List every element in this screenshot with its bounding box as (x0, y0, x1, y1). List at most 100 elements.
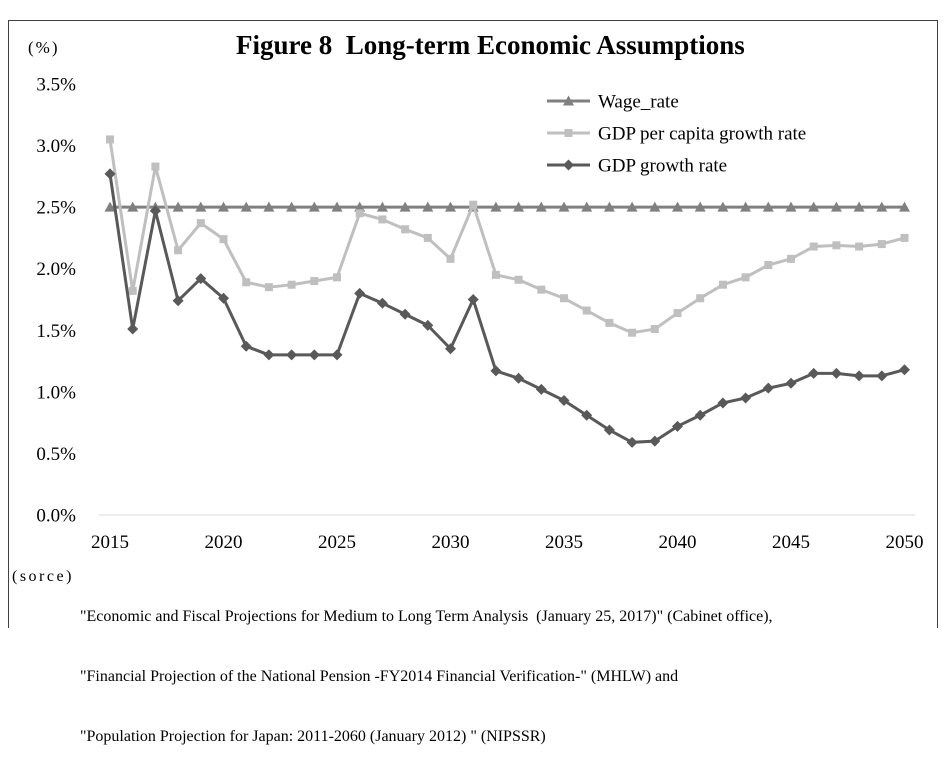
gdp-growth-rate-point (717, 397, 729, 409)
y-tick-label: 2.0% (36, 259, 76, 280)
gdp-per-capita-growth-rate-point (446, 254, 455, 263)
wage-rate-point (127, 201, 139, 212)
chart-plot: 0.0% 0.5% 1.0% 1.5% 2.0% 2.5% 3.0% 3.5% 2015 2020… (36, 75, 924, 554)
gdp-per-capita-growth-rate-point (219, 235, 228, 244)
gdp-per-capita-growth-rate-point (333, 273, 341, 282)
gdp-per-capita-growth-rate-point (310, 277, 319, 286)
gdp-growth-rate-point (172, 295, 184, 307)
wage-rate-point (672, 201, 683, 212)
gdp-per-capita-growth-rate-point (287, 280, 296, 289)
wage-rate-point (195, 201, 207, 212)
x-tick-label: 2020 (205, 532, 243, 553)
x-tick-label: 2040 (659, 532, 697, 553)
gdp-growth-rate-point (513, 372, 525, 384)
source-line: "Financial Projection of the National Pe… (80, 668, 679, 685)
gdp-per-capita-growth-rate-point (469, 200, 478, 209)
gdp-growth-rate-point (445, 343, 456, 355)
y-axis-tick-labels: 0.0% 0.5% 1.0% 1.5% 2.0% 2.5% 3.0% 3.5% (36, 75, 76, 527)
wage-rate-point (218, 201, 229, 212)
wage-rate-point (535, 201, 547, 212)
wage-rate-point (490, 201, 502, 212)
wage-rate-point (422, 201, 434, 212)
gdp-per-capita-growth-rate-point (741, 273, 750, 282)
gdp-per-capita-growth-rate-point (605, 318, 614, 327)
source-line: "Population Projection for Japan: 2011-2… (80, 728, 546, 745)
gdp-per-capita-growth-rate-point (696, 294, 705, 303)
gdp-growth-rate-point (399, 308, 411, 320)
gdp-per-capita-growth-rate-point (650, 325, 659, 334)
y-tick-label: 0.0% (36, 506, 76, 527)
wage-rate-point (740, 201, 752, 212)
gdp-growth-rate-point (331, 349, 343, 361)
gdp-growth-rate-point (808, 367, 820, 379)
x-tick-label: 2045 (772, 532, 810, 553)
gdp-per-capita-growth-rate-point (401, 225, 410, 234)
x-axis-tick-labels: 2015 2020 2025 2030 2035 2040 2045 2050 (91, 532, 924, 553)
gdp-growth-rate-point (853, 370, 865, 382)
wage-rate-point (899, 201, 910, 212)
series-line-gdp-growth-rate (108, 172, 906, 444)
legend-item-wage-rate: Wage_rate (547, 92, 679, 113)
gdp-per-capita-growth-rate-point (491, 270, 500, 279)
legend-diamond-marker (563, 159, 574, 171)
legend-item-gdp-growth-rate: GDP growth rate (547, 156, 727, 177)
series-wage-rate (104, 201, 910, 212)
legend-label: GDP growth rate (598, 156, 727, 177)
gdp-per-capita-growth-rate-point (877, 240, 886, 249)
gdp-per-capita-growth-rate-point (106, 135, 114, 144)
wage-rate-point (240, 201, 252, 212)
legend-label: GDP per capita growth rate (598, 124, 806, 145)
series-line-gdp-per-capita-growth-rate (108, 137, 906, 335)
wage-rate-point (263, 201, 275, 212)
y-tick-label: 1.5% (36, 321, 76, 342)
wage-rate-point (104, 201, 116, 212)
chart-frame (8, 20, 938, 628)
gdp-growth-rate-point (104, 168, 116, 180)
source-label: (sorce) (12, 568, 74, 585)
wage-rate-point (513, 201, 525, 212)
gdp-growth-rate-point (354, 287, 366, 299)
gdp-growth-rate-point (535, 383, 547, 395)
gdp-growth-rate-point (286, 349, 298, 361)
gdp-per-capita-growth-rate-point (514, 275, 523, 284)
source-citations: "Economic and Fiscal Projections for Med… (80, 567, 773, 767)
gdp-growth-rate-point (149, 205, 161, 217)
gdp-per-capita-growth-rate-point (560, 294, 568, 303)
wage-rate-point (172, 201, 184, 212)
gdp-growth-rate-point (195, 273, 207, 285)
wage-rate-point (603, 201, 615, 212)
series-gdp-growth-rate (104, 168, 910, 448)
gdp-growth-rate-point (876, 370, 888, 382)
wage-rate-point (399, 201, 411, 212)
wage-rate-point (808, 201, 820, 212)
gdp-per-capita-growth-rate-point (242, 278, 251, 287)
gdp-per-capita-growth-rate-point (764, 261, 773, 270)
gdp-growth-rate-point (649, 435, 661, 447)
x-tick-label: 2015 (91, 532, 129, 553)
gdp-per-capita-growth-rate-point (151, 162, 160, 171)
legend-square-marker (564, 129, 573, 137)
gdp-growth-rate-point (263, 349, 275, 361)
gdp-growth-rate-point (740, 392, 752, 404)
wage-rate-point (581, 201, 593, 212)
x-tick-label: 2030 (432, 532, 470, 553)
gdp-growth-rate-point (830, 367, 842, 379)
gdp-growth-rate-point (422, 319, 434, 331)
gdp-growth-rate-point (581, 409, 593, 421)
gdp-per-capita-growth-rate-point (264, 283, 273, 292)
gdp-per-capita-growth-rate-point (196, 219, 205, 228)
legend-item-gdp-per-capita-growth-rate: GDP per capita growth rate (547, 124, 806, 145)
gdp-growth-rate-point (467, 294, 479, 305)
gdp-growth-rate-point (308, 349, 320, 361)
wage-rate-point (558, 201, 570, 212)
gdp-per-capita-growth-rate-point (355, 209, 364, 218)
gdp-growth-rate-point (672, 420, 683, 432)
gdp-growth-rate-point (558, 394, 570, 406)
wage-rate-point (331, 201, 343, 212)
x-tick-label: 2050 (886, 532, 924, 553)
y-tick-label: 2.5% (36, 198, 76, 219)
gdp-per-capita-growth-rate-point (718, 280, 727, 289)
x-tick-label: 2025 (318, 532, 356, 553)
gdp-growth-rate-point (626, 436, 638, 448)
gdp-per-capita-growth-rate-point (787, 254, 795, 263)
